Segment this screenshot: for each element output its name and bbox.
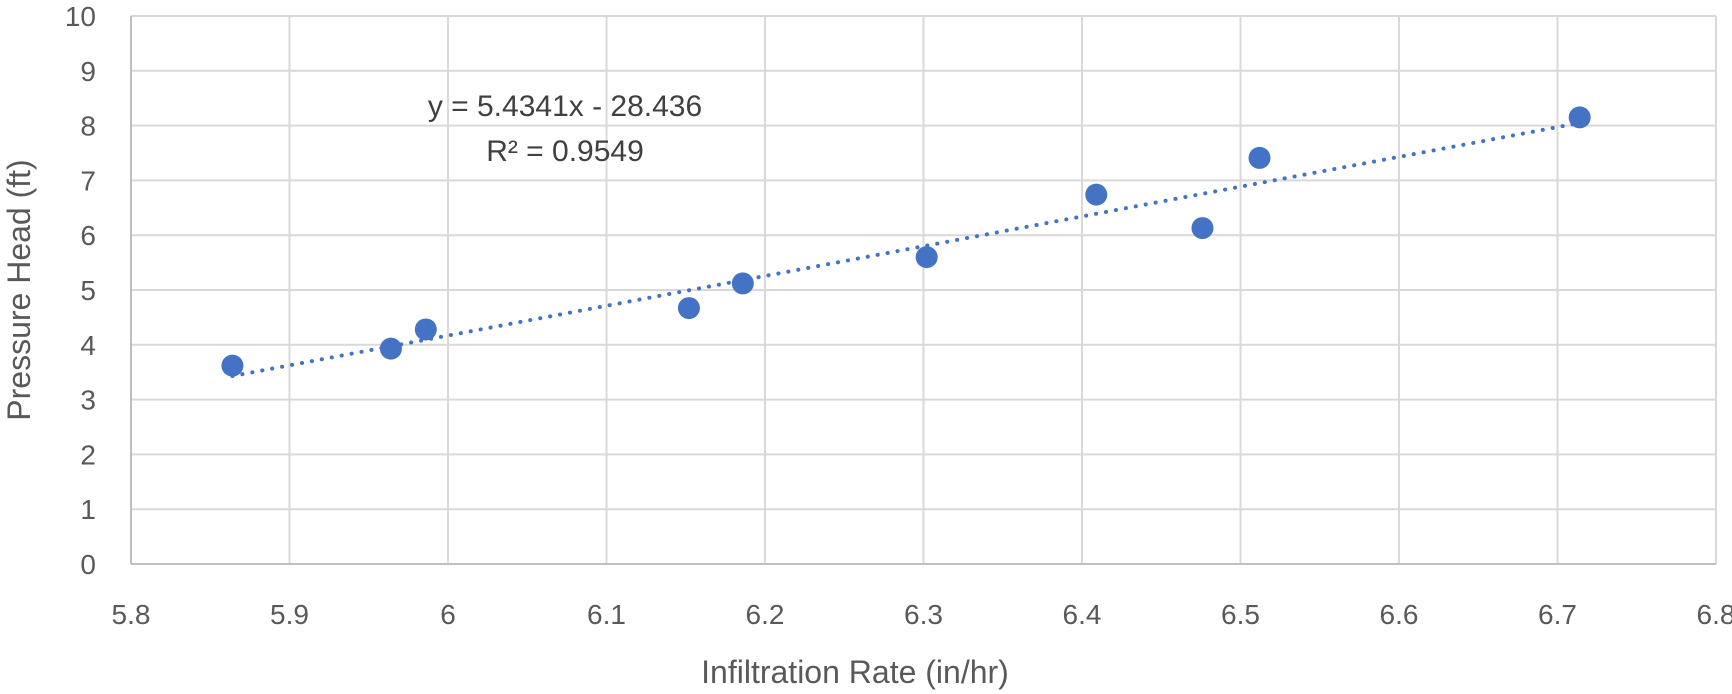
trendline-equation: y = 5.4341x - 28.436 bbox=[428, 90, 702, 123]
x-tick-label: 6.5 bbox=[1221, 599, 1260, 630]
data-point bbox=[731, 272, 754, 295]
x-axis-title: Infiltration Rate (in/hr) bbox=[701, 654, 1009, 690]
trendline bbox=[230, 120, 1582, 379]
axes bbox=[130, 16, 1716, 565]
data-point bbox=[379, 337, 402, 360]
y-tick-label: 4 bbox=[80, 330, 96, 361]
x-tick-label: 6.3 bbox=[904, 599, 943, 630]
y-tick-label: 2 bbox=[80, 439, 96, 470]
trendline-r-squared: R² = 0.9549 bbox=[486, 135, 644, 168]
y-tick-label: 1 bbox=[80, 494, 96, 525]
y-tick-label: 0 bbox=[80, 549, 96, 580]
data-point bbox=[1248, 146, 1271, 169]
gridlines bbox=[131, 15, 1717, 564]
data-point bbox=[1191, 217, 1214, 240]
x-tick-label: 5.9 bbox=[270, 599, 309, 630]
data-point bbox=[677, 297, 700, 320]
y-tick-label: 9 bbox=[80, 56, 96, 87]
data-points bbox=[221, 106, 1591, 377]
data-point bbox=[414, 318, 437, 341]
data-point bbox=[1085, 183, 1108, 206]
data-point bbox=[1568, 106, 1591, 129]
x-tick-label: 6.4 bbox=[1063, 599, 1102, 630]
tick-labels: 5.8 5.9 6 6.1 6.2 6.3 6.4 6.5 6.6 6.7 6.8 0 1 2 3 4 5 6 7 8… bbox=[65, 1, 1732, 630]
y-axis-title: Pressure Head (ft) bbox=[1, 159, 37, 420]
x-tick-label: 6.1 bbox=[587, 599, 626, 630]
x-tick-label: 6.6 bbox=[1380, 599, 1419, 630]
x-tick-label: 6.8 bbox=[1697, 599, 1732, 630]
y-tick-label: 5 bbox=[80, 275, 96, 306]
y-tick-label: 8 bbox=[80, 111, 96, 142]
data-point bbox=[221, 354, 244, 377]
y-tick-label: 7 bbox=[80, 165, 96, 196]
x-tick-label: 6.7 bbox=[1538, 599, 1577, 630]
y-tick-label: 10 bbox=[65, 1, 96, 32]
trendline-layer bbox=[230, 120, 1582, 379]
data-point bbox=[915, 246, 938, 269]
y-tick-label: 6 bbox=[80, 220, 96, 251]
x-tick-label: 5.8 bbox=[112, 599, 151, 630]
y-tick-label: 3 bbox=[80, 385, 96, 416]
x-tick-label: 6 bbox=[440, 599, 456, 630]
x-tick-label: 6.2 bbox=[746, 599, 785, 630]
